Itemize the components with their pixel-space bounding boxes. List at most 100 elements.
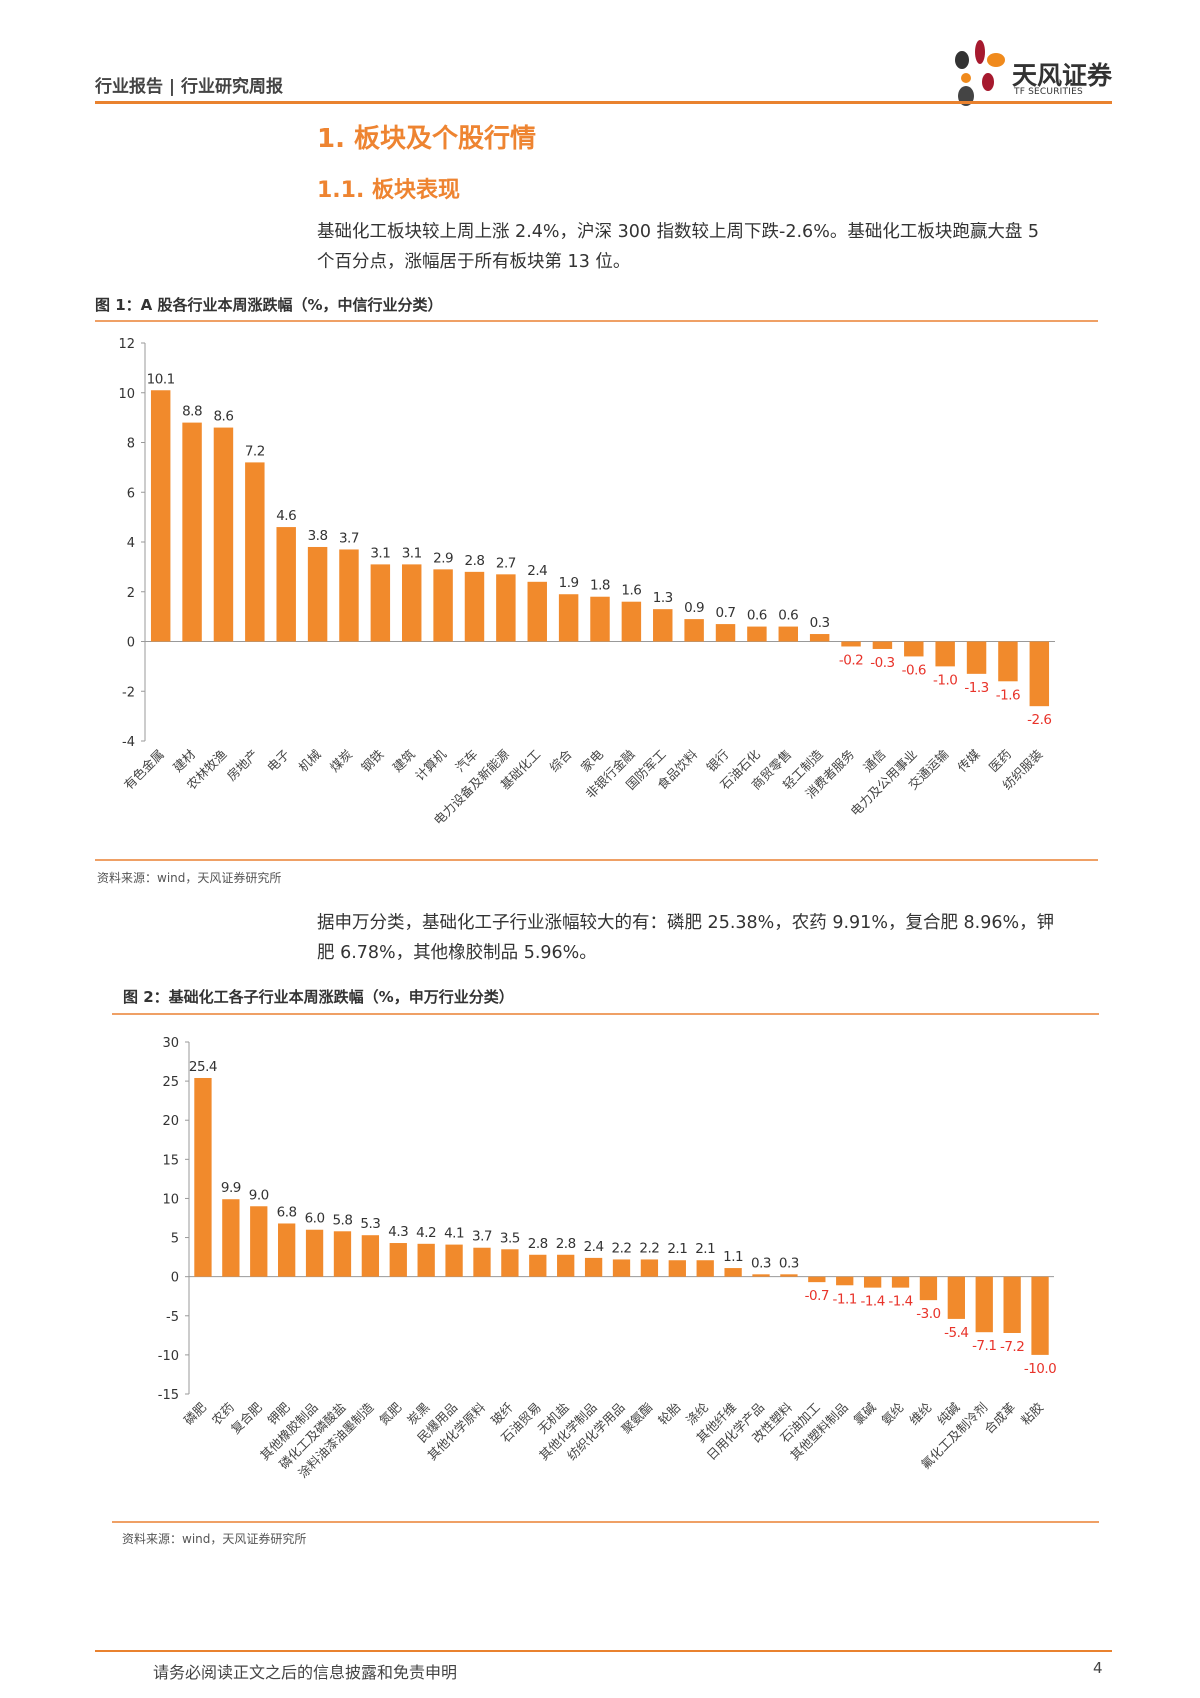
- y-tick-label: 15: [162, 1153, 179, 1168]
- bar: [276, 527, 296, 642]
- figure-2-title: 图 2：基础化工各子行业本周涨跌幅（%，申万行业分类）: [123, 988, 514, 1006]
- bar: [473, 1247, 491, 1277]
- bar: [684, 619, 704, 642]
- bar: [640, 1259, 659, 1277]
- y-tick-label: 12: [118, 337, 135, 352]
- bar: [1003, 1276, 1021, 1333]
- x-tick-label: 有色金属: [121, 747, 167, 793]
- data-label: 2.1: [695, 1241, 715, 1257]
- bar: [370, 564, 391, 642]
- figure-divider: [112, 1013, 1099, 1015]
- bar: [1029, 641, 1050, 707]
- bar: [653, 609, 673, 642]
- data-label: -0.2: [839, 652, 863, 668]
- header-divider: [95, 101, 1112, 104]
- data-label: 2.9: [433, 550, 453, 566]
- data-label: 0.6: [778, 608, 798, 624]
- data-label: 2.2: [612, 1240, 632, 1256]
- y-tick-label: 10: [162, 1192, 179, 1207]
- y-tick-label: 10: [118, 387, 135, 402]
- bar: [590, 596, 610, 642]
- bar: [557, 1254, 575, 1277]
- bar: [501, 1249, 519, 1277]
- data-label: 4.3: [388, 1224, 408, 1240]
- data-label: -7.2: [1000, 1339, 1024, 1355]
- bar: [966, 641, 987, 674]
- section-heading: 1. 板块及个股行情: [317, 124, 537, 154]
- bar: [529, 1254, 547, 1277]
- bar: [389, 1243, 407, 1277]
- bar: [975, 1276, 993, 1333]
- data-label: -7.1: [972, 1338, 996, 1354]
- data-label: -2.6: [1027, 712, 1051, 728]
- data-label: 3.1: [370, 545, 390, 561]
- data-label: 7.2: [245, 443, 265, 459]
- x-tick-label: 电子: [264, 747, 292, 775]
- data-label: 25.4: [189, 1059, 217, 1075]
- data-label: 1.6: [621, 583, 641, 599]
- brand-subtitle: TF SECURITIES: [1014, 87, 1083, 97]
- y-tick-label: -15: [158, 1388, 179, 1403]
- bar: [182, 422, 202, 642]
- data-label: 2.2: [639, 1240, 659, 1256]
- bar: [863, 1276, 882, 1288]
- bar: [222, 1199, 240, 1277]
- data-label: -1.3: [964, 680, 988, 696]
- report-category: 行业报告 | 行业研究周报: [95, 77, 284, 97]
- data-label: -1.6: [996, 687, 1020, 703]
- data-label: -3.0: [916, 1306, 940, 1322]
- page-number: 4: [1093, 1659, 1103, 1677]
- data-label: -0.6: [902, 662, 926, 678]
- data-label: 0.3: [779, 1255, 799, 1271]
- bar: [305, 1229, 324, 1277]
- y-tick-label: 2: [127, 586, 135, 601]
- bar: [213, 427, 234, 642]
- y-tick-label: 8: [127, 437, 135, 452]
- bar: [464, 571, 485, 642]
- x-tick-label: 聚氨酯: [618, 1400, 655, 1437]
- x-tick-label: 房地产: [224, 747, 261, 784]
- data-label: 3.5: [500, 1230, 520, 1246]
- data-label: 0.7: [716, 605, 736, 621]
- data-label: 10.1: [147, 371, 175, 387]
- data-label: 9.9: [221, 1180, 241, 1196]
- bar: [333, 1231, 352, 1277]
- data-label: 3.8: [308, 528, 328, 544]
- data-label: 1.1: [723, 1249, 743, 1265]
- bar: [724, 1268, 742, 1277]
- y-tick-label: 25: [162, 1075, 179, 1090]
- data-label: -0.3: [870, 655, 894, 671]
- y-tick-label: 5: [171, 1232, 179, 1247]
- bar: [752, 1274, 770, 1277]
- data-label: 5.3: [360, 1216, 380, 1232]
- data-label: -10.0: [1024, 1361, 1056, 1377]
- data-label: 0.3: [751, 1255, 771, 1271]
- footer-disclaimer: 请务必阅读正文之后的信息披露和免责申明: [153, 1663, 458, 1682]
- bar: [808, 1276, 826, 1283]
- brand-name: 天风证券: [1012, 61, 1113, 90]
- figure-1-title: 图 1：A 股各行业本周涨跌幅（%，中信行业分类）: [95, 296, 443, 314]
- data-label: 3.1: [402, 545, 422, 561]
- footer-divider: [95, 1650, 1112, 1652]
- y-tick-label: -4: [122, 735, 135, 750]
- data-label: 4.2: [416, 1225, 436, 1241]
- y-tick-label: 6: [127, 486, 135, 501]
- bar: [245, 462, 265, 642]
- bar: [809, 634, 830, 642]
- x-tick-label: 合成革: [981, 1400, 1018, 1437]
- y-tick-label: -5: [166, 1310, 179, 1325]
- x-tick-label: 机械: [295, 746, 324, 775]
- y-tick-label: 0: [171, 1271, 179, 1286]
- data-label: 0.6: [747, 608, 767, 624]
- y-tick-label: 4: [127, 536, 135, 551]
- bar: [1031, 1276, 1049, 1355]
- data-label: 0.3: [810, 615, 830, 631]
- y-tick-label: 0: [127, 636, 135, 651]
- data-label: -0.7: [805, 1288, 829, 1304]
- x-tick-label: 维纶: [906, 1400, 934, 1428]
- data-label: 2.8: [464, 553, 484, 569]
- bar: [780, 1274, 798, 1277]
- bar: [194, 1077, 212, 1277]
- x-tick-label: 氮肥: [376, 1399, 405, 1428]
- data-label: 2.8: [528, 1236, 548, 1252]
